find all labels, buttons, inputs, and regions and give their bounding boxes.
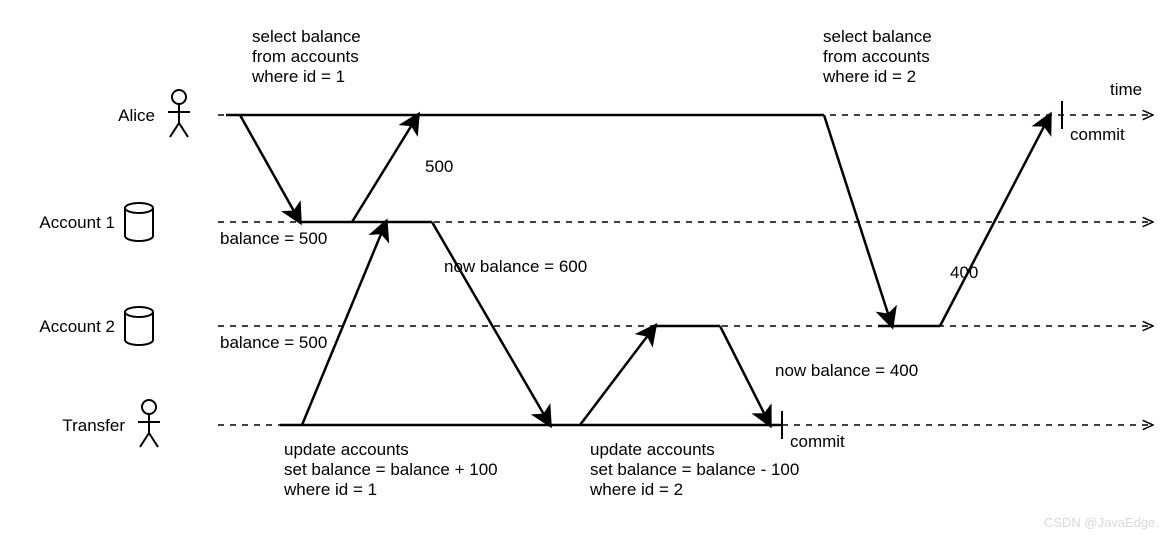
watermark: CSDN @JavaEdge. — [1044, 515, 1159, 530]
annotation-0: where id = 1 — [251, 67, 345, 86]
annotation-4: set balance = balance + 100 — [284, 460, 498, 479]
time-label: time — [1110, 80, 1142, 99]
arrow-5 — [720, 326, 770, 425]
annotation-5: where id = 2 — [589, 480, 683, 499]
annotation-1: select balance — [823, 27, 932, 46]
lane-mid-note: now balance = 400 — [775, 361, 918, 380]
annotation-0: from accounts — [252, 47, 359, 66]
commit-label: commit — [790, 432, 845, 451]
sequence-diagram: Alice Account 1 balance = 500 now balance =… — [0, 0, 1169, 536]
lane-note: balance = 500 — [220, 333, 327, 352]
annotation-0: select balance — [252, 27, 361, 46]
lane-mid-note: now balance = 600 — [444, 257, 587, 276]
arrow-4 — [580, 326, 655, 425]
cylinder-icon — [125, 203, 153, 241]
cylinder-icon — [125, 307, 153, 345]
annotation-5: set balance = balance - 100 — [590, 460, 799, 479]
annotation-4: where id = 1 — [283, 480, 377, 499]
annotation-1: from accounts — [823, 47, 930, 66]
lane-note: balance = 500 — [220, 229, 327, 248]
commit-label: commit — [1070, 125, 1125, 144]
arrow-2 — [302, 222, 386, 425]
lane-label-alice: Alice — [118, 106, 155, 125]
annotation-5: update accounts — [590, 440, 715, 459]
lane-label-account2: Account 2 — [39, 317, 115, 336]
arrow-7 — [940, 115, 1050, 326]
stick-figure-icon — [138, 400, 160, 447]
arrow-1 — [352, 115, 418, 222]
lane-label-account1: Account 1 — [39, 213, 115, 232]
annotation-1: where id = 2 — [822, 67, 916, 86]
stick-figure-icon — [168, 90, 190, 137]
annotation-4: update accounts — [284, 440, 409, 459]
arrow-3 — [432, 222, 550, 425]
arrow-6 — [824, 115, 892, 326]
lane-label-transfer: Transfer — [62, 416, 125, 435]
annotation-2: 500 — [425, 157, 453, 176]
annotation-3: 400 — [950, 263, 978, 282]
arrow-0 — [240, 115, 300, 222]
